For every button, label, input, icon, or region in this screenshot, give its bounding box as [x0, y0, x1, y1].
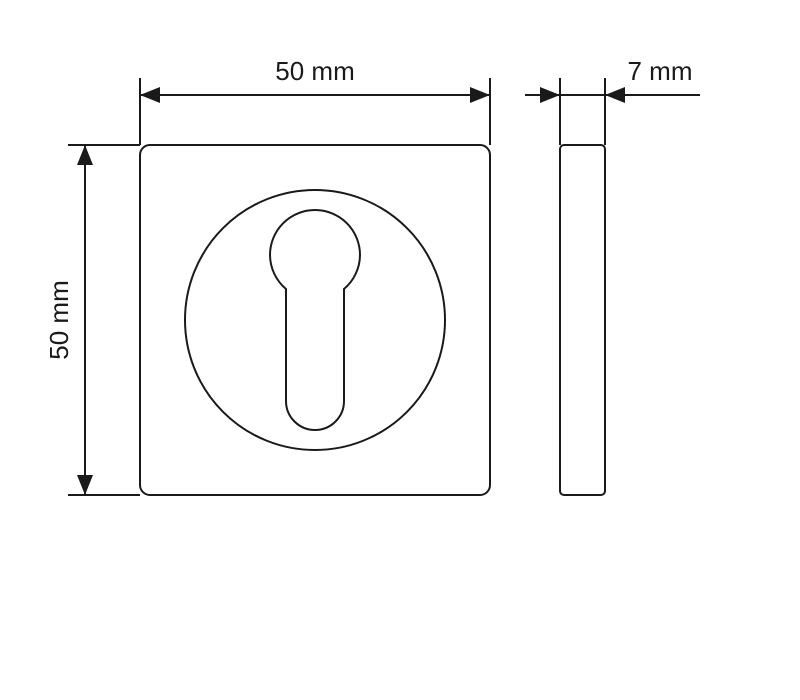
width-label: 50 mm [275, 56, 354, 86]
dimension-depth: 7 mm [525, 56, 700, 145]
technical-drawing: 50 mm 7 mm 50 mm [0, 0, 800, 700]
inner-circle [185, 190, 445, 450]
arrow-left-icon [140, 87, 160, 103]
dimension-width: 50 mm [140, 56, 490, 145]
height-label: 50 mm [44, 280, 74, 359]
keyhole-icon [270, 210, 360, 430]
front-plate [140, 145, 490, 495]
arrow-left-icon [605, 87, 625, 103]
arrow-down-icon [77, 475, 93, 495]
side-plate [560, 145, 605, 495]
dimension-height: 50 mm [44, 145, 140, 495]
arrow-right-icon [540, 87, 560, 103]
arrow-right-icon [470, 87, 490, 103]
depth-label: 7 mm [628, 56, 693, 86]
arrow-up-icon [77, 145, 93, 165]
